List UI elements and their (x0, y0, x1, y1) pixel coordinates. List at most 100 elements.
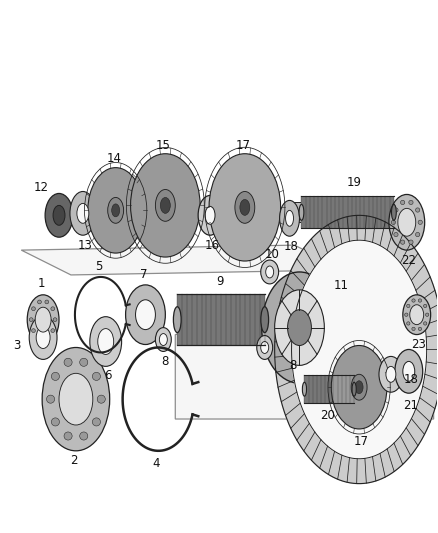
Ellipse shape (27, 295, 59, 344)
Ellipse shape (389, 195, 425, 250)
Ellipse shape (261, 260, 279, 284)
Text: 12: 12 (34, 181, 49, 194)
Ellipse shape (409, 200, 413, 205)
Ellipse shape (45, 300, 49, 304)
Ellipse shape (403, 361, 415, 381)
Bar (177, 294, 265, 345)
Ellipse shape (88, 168, 144, 253)
Ellipse shape (53, 318, 57, 321)
Ellipse shape (392, 204, 396, 220)
Text: 17: 17 (353, 435, 369, 448)
Ellipse shape (46, 395, 55, 403)
Ellipse shape (400, 200, 405, 205)
Text: 11: 11 (334, 279, 349, 293)
Ellipse shape (160, 197, 170, 213)
Text: 8: 8 (289, 359, 296, 372)
Ellipse shape (70, 191, 96, 235)
Bar (290, 203, 304, 222)
Text: 5: 5 (95, 261, 102, 273)
Ellipse shape (405, 313, 408, 317)
Text: 16: 16 (205, 239, 219, 252)
Ellipse shape (97, 395, 105, 403)
Text: 1: 1 (37, 277, 45, 290)
Ellipse shape (262, 272, 337, 383)
Text: 18: 18 (403, 373, 418, 386)
Text: 8: 8 (162, 355, 169, 368)
Ellipse shape (38, 300, 41, 304)
Ellipse shape (406, 304, 410, 308)
Ellipse shape (412, 299, 415, 302)
Ellipse shape (64, 432, 72, 440)
Ellipse shape (261, 342, 268, 353)
Text: 7: 7 (140, 269, 147, 281)
Ellipse shape (355, 381, 363, 394)
Ellipse shape (92, 418, 100, 426)
Ellipse shape (59, 373, 93, 425)
Ellipse shape (159, 334, 167, 345)
Ellipse shape (51, 418, 60, 426)
Ellipse shape (29, 316, 57, 359)
Ellipse shape (275, 290, 324, 365)
Ellipse shape (395, 350, 423, 393)
Ellipse shape (416, 208, 420, 212)
Ellipse shape (205, 206, 215, 224)
Ellipse shape (45, 335, 49, 340)
Ellipse shape (98, 329, 114, 354)
Text: 13: 13 (78, 239, 92, 252)
Text: 20: 20 (320, 409, 335, 422)
Ellipse shape (398, 208, 416, 236)
Text: 22: 22 (401, 254, 416, 266)
Ellipse shape (198, 196, 222, 235)
Ellipse shape (64, 358, 72, 366)
Ellipse shape (80, 432, 88, 440)
Text: 17: 17 (235, 139, 251, 152)
Ellipse shape (131, 154, 200, 257)
Text: 15: 15 (156, 139, 171, 152)
Ellipse shape (42, 348, 110, 451)
Ellipse shape (257, 336, 273, 359)
Ellipse shape (299, 204, 304, 220)
Ellipse shape (351, 374, 367, 400)
Ellipse shape (38, 335, 41, 340)
Text: 9: 9 (216, 276, 224, 288)
Ellipse shape (77, 204, 89, 223)
Ellipse shape (391, 220, 396, 224)
Ellipse shape (90, 317, 122, 366)
Ellipse shape (35, 307, 51, 332)
Ellipse shape (352, 382, 356, 396)
Ellipse shape (406, 322, 410, 325)
Ellipse shape (32, 329, 35, 333)
Text: 10: 10 (264, 248, 279, 261)
Ellipse shape (155, 190, 175, 221)
Text: 23: 23 (411, 338, 426, 351)
Ellipse shape (418, 299, 422, 302)
Ellipse shape (155, 328, 171, 351)
Ellipse shape (416, 232, 420, 237)
Ellipse shape (379, 357, 403, 392)
Ellipse shape (126, 285, 165, 344)
Ellipse shape (51, 373, 60, 381)
Ellipse shape (36, 327, 50, 349)
Bar (301, 197, 394, 228)
Ellipse shape (424, 304, 427, 308)
Text: 3: 3 (14, 339, 21, 352)
Ellipse shape (286, 211, 293, 226)
Ellipse shape (173, 307, 181, 333)
Ellipse shape (288, 310, 311, 345)
Text: 19: 19 (346, 176, 362, 189)
Polygon shape (292, 240, 427, 459)
Ellipse shape (29, 318, 33, 321)
Ellipse shape (108, 197, 124, 223)
Ellipse shape (32, 307, 35, 311)
Text: 4: 4 (153, 457, 160, 470)
Ellipse shape (394, 208, 398, 212)
Ellipse shape (209, 154, 281, 261)
Ellipse shape (279, 200, 300, 236)
Ellipse shape (235, 191, 255, 223)
Ellipse shape (80, 358, 88, 366)
Ellipse shape (386, 366, 396, 382)
Text: 18: 18 (284, 240, 299, 253)
Ellipse shape (266, 266, 274, 278)
Text: 21: 21 (403, 399, 418, 411)
Ellipse shape (418, 220, 422, 224)
